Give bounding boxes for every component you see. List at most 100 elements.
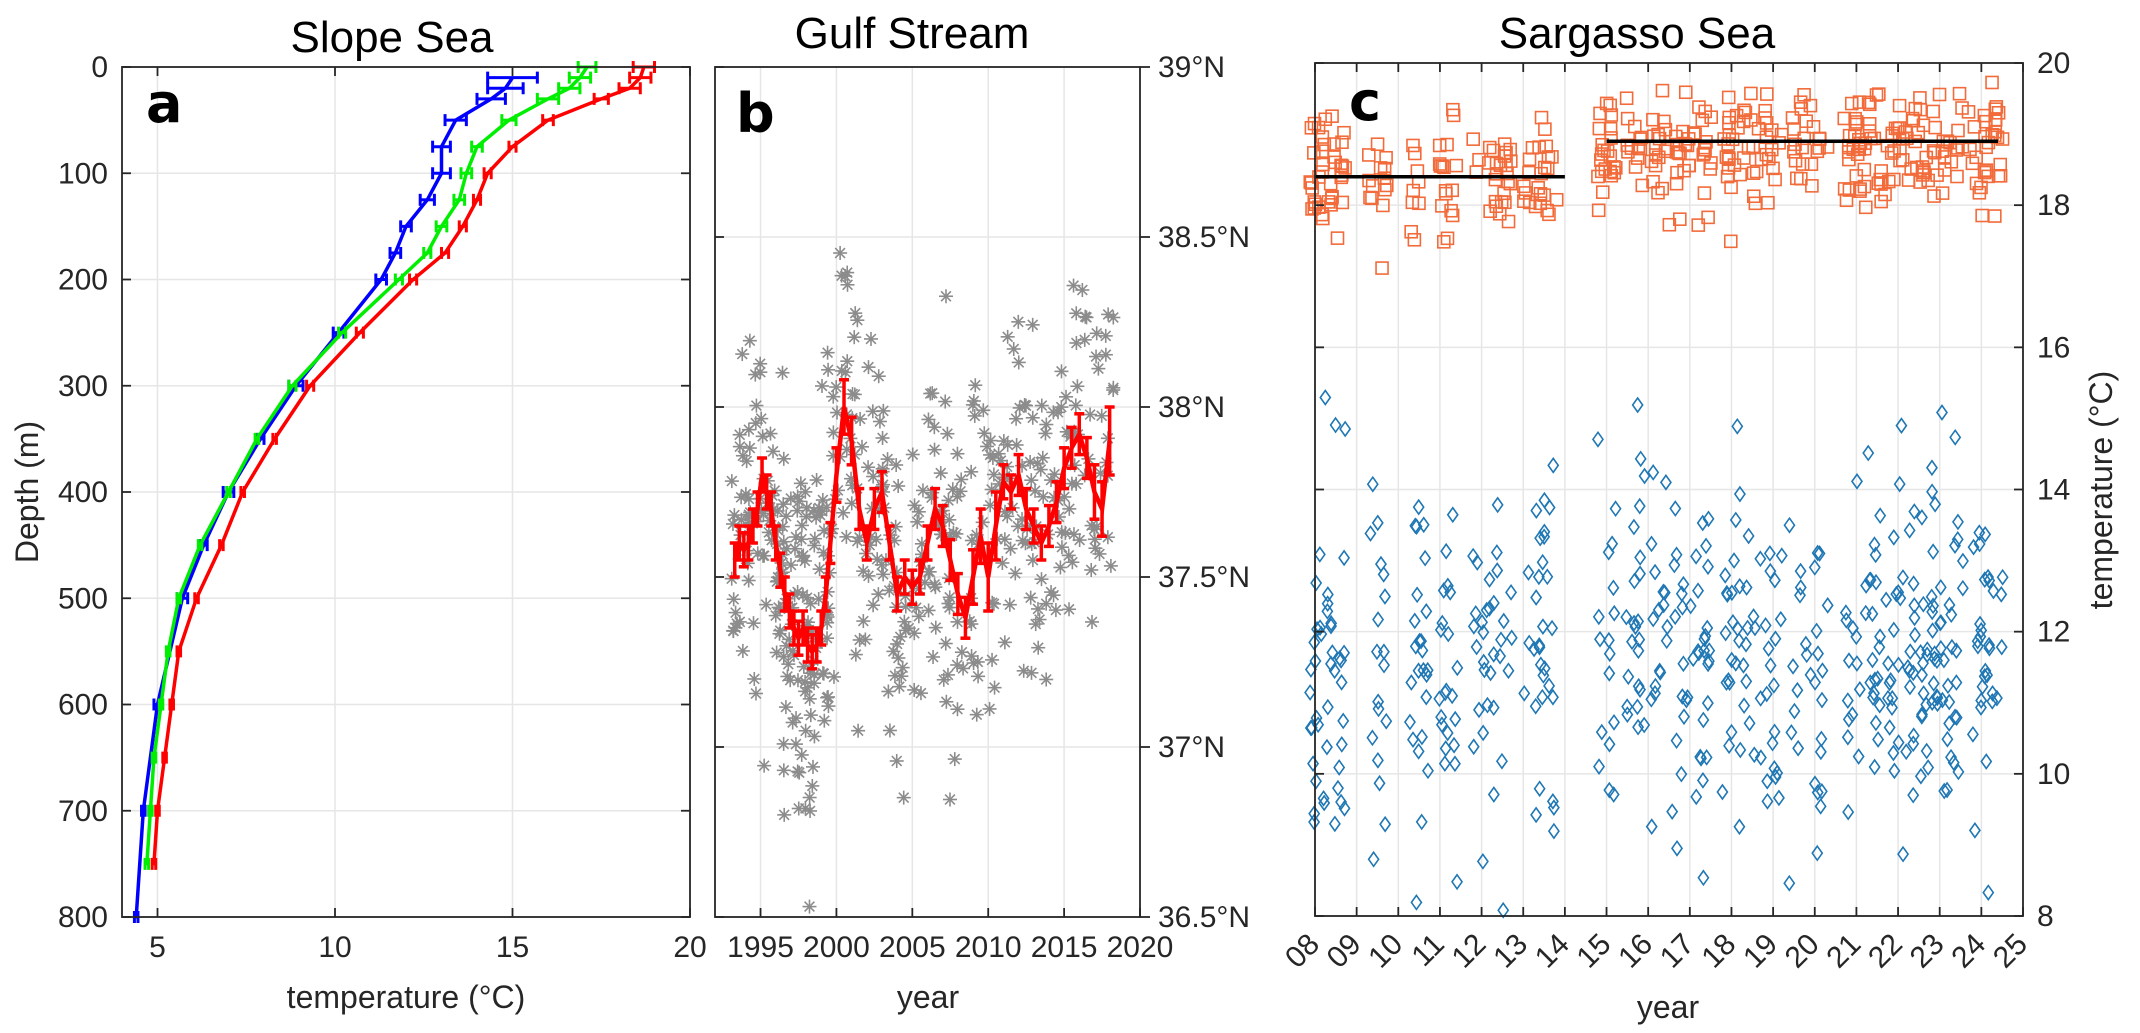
panel-b-crossing-point xyxy=(1067,458,1082,473)
panel-b-crossing-point xyxy=(1028,617,1043,632)
panel-c-deep-point xyxy=(1754,749,1767,766)
panel-c-mixed-layer-point xyxy=(1751,121,1766,136)
panel-b-crossing-point xyxy=(726,592,741,607)
panel-c-deep-point xyxy=(1983,636,1996,654)
panel-c-deep-point xyxy=(1477,724,1490,742)
panel-c-mixed-layer-point xyxy=(1895,153,1910,167)
panel-c-deep-point xyxy=(1841,692,1854,709)
panel-c-deep-point xyxy=(1678,708,1690,726)
panel-c-deep-point xyxy=(1470,638,1483,656)
panel-b-crossing-point xyxy=(926,649,941,664)
panel-c-xtick-label: 14 xyxy=(1529,928,1576,975)
panel-c-mixed-layer-point xyxy=(1794,102,1809,116)
panel-c-xtick-label: 13 xyxy=(1487,928,1534,975)
panel-c-mixed-layer-point xyxy=(1696,148,1711,162)
panel-c-deep-point xyxy=(1547,456,1560,474)
panel-c-deep-point xyxy=(1321,698,1334,716)
panel-c-deep-point xyxy=(1733,485,1746,503)
panel-c-mixed-layer-point xyxy=(1758,103,1772,118)
panel-c-xtick-label: 11 xyxy=(1406,928,1451,973)
panel-b-crossing-point xyxy=(802,691,817,706)
panel-c-mixed-layer-point xyxy=(1697,186,1712,200)
panel-c-deep-point xyxy=(1766,734,1779,752)
panel-c-mixed-layer-point xyxy=(1435,199,1449,213)
panel-c-deep-point xyxy=(1546,688,1559,706)
panel-b-crossing-point xyxy=(748,367,763,382)
panel-c-mixed-layer-point xyxy=(1733,167,1747,182)
panel-b-ytick-label: 38.5°N xyxy=(1158,221,1250,254)
panel-b-crossing-point xyxy=(735,347,750,362)
panel-b-crossing-point xyxy=(768,608,783,623)
panel-c-deep-point xyxy=(1840,611,1853,629)
panel-c-deep-point xyxy=(1702,510,1715,528)
panel-c-deep-point xyxy=(1841,728,1854,746)
panel-c-deep-point xyxy=(1634,450,1647,468)
panel-c-mixed-layer-point xyxy=(1449,158,1464,173)
panel-b-crossing-point xyxy=(889,458,904,473)
panel-b-crossing-point xyxy=(950,657,965,672)
panel-a-xlabel: temperature (°C) xyxy=(287,979,526,1015)
panel-b-crossing-point xyxy=(891,651,906,666)
panel-c-mixed-layer-point xyxy=(1869,88,1884,102)
panel-c-mixed-layer-point xyxy=(1935,144,1950,158)
panel-c-mixed-layer-point xyxy=(1538,122,1552,136)
panel-c-deep-point xyxy=(1700,537,1713,555)
panel-c-deep-point xyxy=(1631,698,1644,716)
panel-b-ytick-label: 39°N xyxy=(1158,51,1225,84)
panel-b-crossing-point xyxy=(986,467,1001,482)
panel-c-mixed-layer-point xyxy=(1988,102,2003,116)
panel-c-deep-point xyxy=(1495,752,1508,770)
panel-c-deep-point xyxy=(1893,475,1906,493)
panel-c-deep-point xyxy=(1529,697,1542,715)
panel-c-deep-point xyxy=(1538,491,1551,509)
panel-c-deep-point xyxy=(1987,582,2000,600)
panel-c-deep-point xyxy=(1808,559,1821,576)
panel-b-crossing-point xyxy=(790,764,805,779)
panel-b-crossing-point xyxy=(1002,597,1017,612)
panel-c-mixed-layer-point xyxy=(1537,188,1551,202)
panel-c-deep-point xyxy=(1815,730,1828,748)
panel-c-deep-point xyxy=(1666,803,1679,821)
panel-c-deep-point xyxy=(1896,569,1909,586)
panel-c-deep-point xyxy=(1372,700,1385,718)
panel-c-deep-point xyxy=(1968,821,1981,839)
panel-c-deep-point xyxy=(1335,674,1348,691)
panel-c-deep-point xyxy=(1594,630,1606,648)
panel-b-crossing-point xyxy=(820,345,835,360)
panel-b-crossing-point xyxy=(1068,398,1083,413)
panel-c-deep-point xyxy=(1448,755,1461,773)
panel-c-mixed-layer-point xyxy=(1315,144,1330,158)
panel-c-deep-point xyxy=(1873,696,1886,714)
panel-c-deep-point xyxy=(1497,901,1510,919)
panel-c-deep-point xyxy=(1684,597,1697,615)
panel-c-mixed-layer-point xyxy=(1952,86,1967,101)
panel-c-ytick-label: 16 xyxy=(2037,331,2070,364)
panel-c-deep-point xyxy=(1380,712,1393,730)
panel-b-crossing-point xyxy=(1033,462,1048,477)
panel-c-deep-point xyxy=(1903,521,1916,539)
panel-b-crossing-point xyxy=(954,645,969,660)
panel-c-deep-point xyxy=(1943,693,1956,711)
panel-c-mixed-layer-point xyxy=(1985,75,1999,90)
panel-c-deep-point xyxy=(1696,514,1709,532)
panel-b-crossing-point xyxy=(928,620,943,635)
panel-b-crossing-point xyxy=(829,380,844,395)
panel-c-mixed-layer-point xyxy=(1446,102,1460,117)
panel-c-deep-point xyxy=(1967,538,1980,556)
panel-b-crossing-point xyxy=(910,514,925,529)
panel-c-deep-point xyxy=(1377,643,1390,661)
panel-c-deep-point xyxy=(1311,620,1324,638)
panel-c-deep-point xyxy=(1476,853,1489,870)
panel-c-deep-point xyxy=(1697,869,1710,887)
panel-c-deep-point xyxy=(1941,677,1954,695)
panel-c-mixed-layer-point xyxy=(1432,138,1447,153)
panel-b-crossing-point xyxy=(794,532,809,547)
panel-b-crossing-point xyxy=(850,313,865,328)
panel-a-ytick-label: 0 xyxy=(91,51,108,84)
panel-c-deep-point xyxy=(1669,608,1682,626)
panel-c-mixed-layer-point xyxy=(1797,88,1811,102)
panel-c-mixed-layer-point xyxy=(1682,158,1696,173)
panel-c-mixed-layer-point xyxy=(1325,109,1339,123)
panel-c-mixed-layer-point xyxy=(1498,195,1512,210)
